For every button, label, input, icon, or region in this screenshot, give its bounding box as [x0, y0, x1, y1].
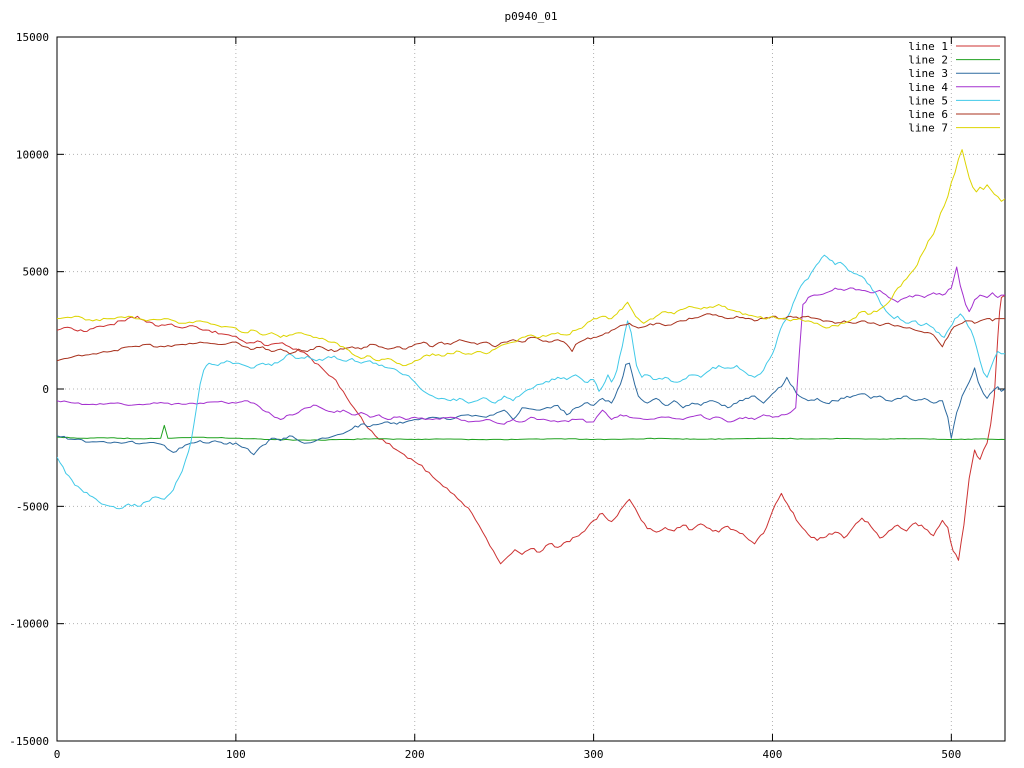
series-line-4 [57, 266, 1005, 425]
x-axis-tick-label: 500 [941, 748, 961, 761]
legend-label: line 1 [908, 40, 948, 53]
legend-label: line 3 [908, 67, 948, 80]
y-axis-tick-label: 10000 [16, 148, 49, 161]
y-axis-tick-label: -5000 [16, 500, 49, 513]
legend-label: line 4 [908, 81, 948, 94]
x-axis-tick-label: 100 [226, 748, 246, 761]
x-axis-tick-label: 400 [763, 748, 783, 761]
legend-label: line 6 [908, 108, 948, 121]
y-axis-tick-label: 15000 [16, 31, 49, 44]
legend-label: line 7 [908, 122, 948, 135]
series-line-2 [57, 424, 1005, 441]
x-axis-tick-label: 0 [54, 748, 61, 761]
legend-label: line 2 [908, 54, 948, 67]
y-axis-tick-label: -15000 [9, 735, 49, 748]
series-line-3 [57, 362, 1005, 456]
series-line-6 [57, 313, 1005, 362]
series-line-5 [57, 254, 1005, 510]
y-axis-tick-label: 5000 [23, 266, 50, 279]
y-axis-tick-label: 0 [42, 383, 49, 396]
y-axis-tick-label: -10000 [9, 618, 49, 631]
legend-label: line 5 [908, 94, 948, 107]
chart-title: p0940_01 [504, 10, 558, 23]
x-axis-tick-label: 200 [405, 748, 425, 761]
series-line-7 [57, 149, 1005, 367]
x-axis-tick-label: 300 [584, 748, 604, 761]
series-line-1 [57, 294, 1005, 565]
